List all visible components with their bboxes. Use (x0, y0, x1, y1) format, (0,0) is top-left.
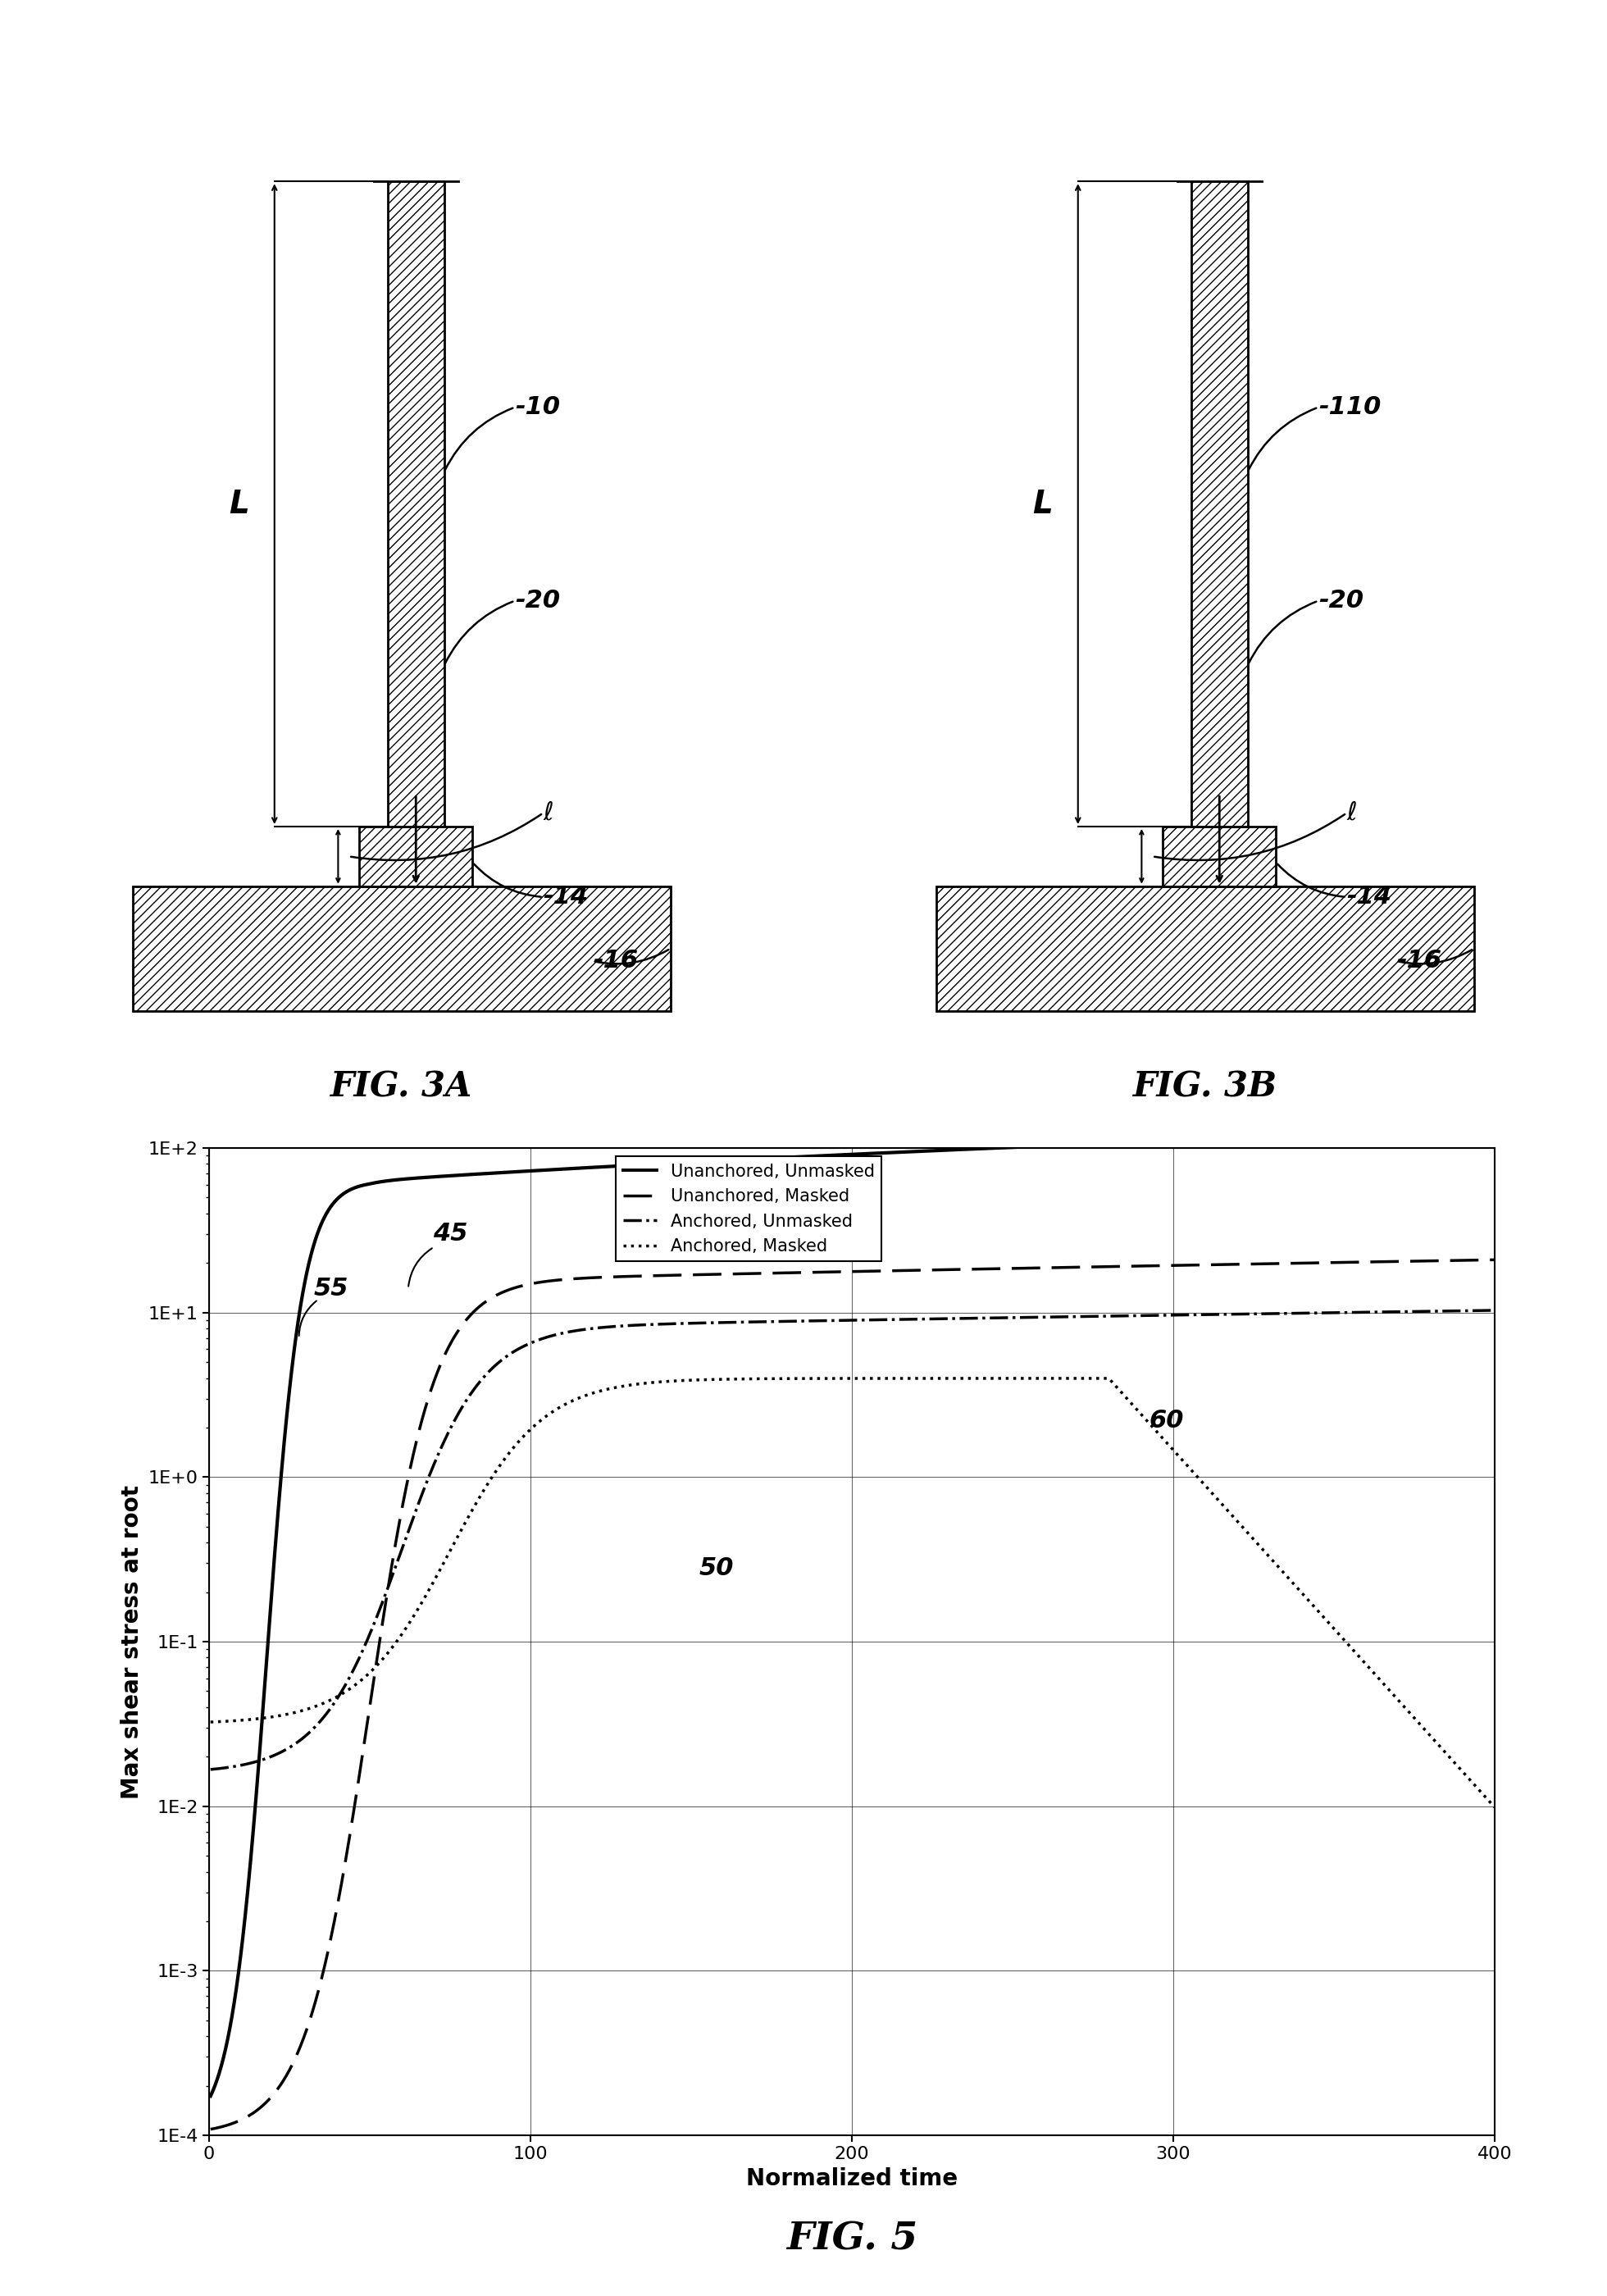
Unanchored, Unmasked (347, 1173, 366, 1201)
Anchored, Unmasked (424, 1453, 444, 1481)
Text: -14: -14 (1347, 886, 1392, 909)
Anchored, Unmasked (347, 1649, 366, 1676)
Text: 60: 60 (1149, 1410, 1184, 1433)
Text: 45: 45 (432, 1221, 468, 1247)
Bar (387, 181, 444, 827)
Anchored, Unmasked (201, 1756, 220, 1784)
Text: -16: -16 (1396, 948, 1441, 974)
Bar (1163, 827, 1276, 886)
Text: -10: -10 (514, 395, 561, 420)
Text: FIG. 3B: FIG. 3B (1133, 1070, 1278, 1104)
Unanchored, Masked (201, 2115, 220, 2142)
Text: FIG. 3A: FIG. 3A (331, 1070, 472, 1104)
Unanchored, Masked (1459, 1247, 1478, 1274)
Anchored, Masked (1321, 1612, 1340, 1639)
Line: Unanchored, Unmasked: Unanchored, Unmasked (211, 1130, 1495, 2096)
Bar (133, 886, 670, 1010)
Legend: Unanchored, Unmasked, Unanchored, Masked, Anchored, Unmasked, Anchored, Masked: Unanchored, Unmasked, Unanchored, Masked… (615, 1157, 882, 1261)
Unanchored, Masked (347, 1777, 366, 1805)
Unanchored, Unmasked (749, 1146, 768, 1173)
Line: Anchored, Unmasked: Anchored, Unmasked (211, 1311, 1495, 1770)
Anchored, Masked (424, 1568, 444, 1596)
Anchored, Masked (1485, 1793, 1504, 1821)
Line: Anchored, Masked: Anchored, Masked (211, 1378, 1495, 1807)
Unanchored, Masked (693, 1261, 712, 1288)
Unanchored, Masked (1485, 1247, 1504, 1274)
X-axis label: Normalized time: Normalized time (746, 2167, 958, 2190)
Unanchored, Unmasked (1459, 1116, 1478, 1143)
Anchored, Masked (347, 1669, 366, 1697)
Bar (937, 886, 1474, 1010)
Text: 55: 55 (313, 1277, 349, 1300)
Anchored, Unmasked (693, 1309, 712, 1336)
Unanchored, Unmasked (693, 1148, 712, 1176)
Text: L: L (228, 489, 249, 519)
Anchored, Masked (201, 1708, 220, 1736)
Y-axis label: Max shear stress at root: Max shear stress at root (121, 1486, 143, 1798)
Text: 50: 50 (699, 1557, 734, 1580)
Line: Unanchored, Masked: Unanchored, Masked (211, 1261, 1495, 2128)
Text: -16: -16 (593, 948, 638, 974)
Text: FIG. 5: FIG. 5 (786, 2220, 918, 2257)
Unanchored, Unmasked (201, 2082, 220, 2110)
Anchored, Masked (1461, 1766, 1480, 1793)
Bar (1191, 181, 1247, 827)
Unanchored, Unmasked (1321, 1120, 1340, 1148)
Anchored, Unmasked (1459, 1297, 1478, 1325)
Anchored, Masked (693, 1366, 712, 1394)
Text: -20: -20 (514, 588, 561, 613)
Unanchored, Masked (424, 1371, 444, 1398)
Unanchored, Masked (1321, 1249, 1340, 1277)
Text: -20: -20 (1318, 588, 1364, 613)
Unanchored, Masked (749, 1261, 768, 1288)
Text: $\ell$: $\ell$ (1347, 801, 1358, 824)
Unanchored, Unmasked (1485, 1116, 1504, 1143)
Text: $\ell$: $\ell$ (543, 801, 554, 824)
Text: -110: -110 (1318, 395, 1380, 420)
Text: -14: -14 (543, 886, 588, 909)
Unanchored, Unmasked (424, 1164, 444, 1192)
Anchored, Unmasked (1321, 1300, 1340, 1327)
Text: L: L (1032, 489, 1053, 519)
Anchored, Unmasked (1485, 1297, 1504, 1325)
Anchored, Masked (1099, 1364, 1118, 1391)
Anchored, Masked (749, 1366, 768, 1394)
Anchored, Unmasked (749, 1309, 768, 1336)
Bar (360, 827, 472, 886)
